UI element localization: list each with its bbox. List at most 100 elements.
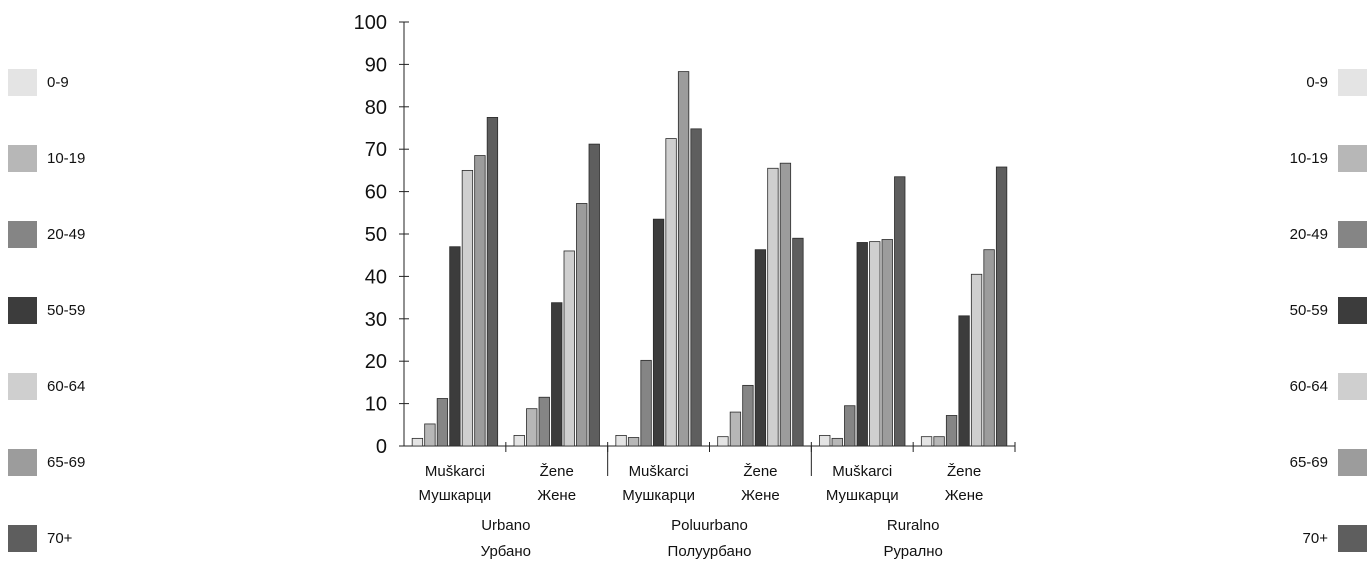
legend-item-60-64: 60-64	[1290, 372, 1367, 400]
legend-swatch	[1338, 448, 1367, 476]
category-label-cyrillic: Жене	[537, 487, 576, 504]
y-tick-label: 80	[365, 97, 387, 119]
legend-label: 70+	[47, 529, 73, 547]
legend-item-10-19: 10-19	[1290, 144, 1367, 172]
group-label: Poluurbano	[671, 517, 748, 534]
bar-0-9	[717, 436, 729, 447]
y-tick-label: 10	[365, 394, 387, 416]
category-label-cyrillic: Мушкарци	[622, 487, 695, 504]
legend-swatch	[8, 220, 37, 248]
bar-0-9	[513, 434, 525, 447]
bar-20-49	[742, 384, 754, 447]
bar-10-19	[729, 411, 742, 447]
bar-10-19	[831, 437, 843, 447]
y-tick-label: 90	[365, 54, 387, 76]
bar-60-64	[665, 138, 677, 447]
legend-swatch	[8, 524, 37, 552]
legend-label: 70+	[1302, 529, 1328, 547]
category-label: Muškarci	[832, 463, 892, 480]
legend-swatch	[1338, 372, 1367, 400]
bar-60-64	[869, 241, 881, 447]
group-label-cyrillic: Урбано	[481, 543, 531, 560]
bar-10-19	[424, 423, 436, 447]
y-tick-label: 30	[365, 309, 387, 331]
legend-item-65-69: 65-69	[8, 448, 85, 476]
category-label: Žene	[947, 463, 981, 480]
y-tick-label: 40	[365, 266, 387, 288]
bar-50-59	[652, 218, 665, 447]
legend-item-0-9: 0-9	[1306, 68, 1367, 96]
bar-65-69	[576, 203, 588, 447]
legend-swatch	[1338, 220, 1367, 248]
legend-item-50-59: 50-59	[8, 296, 85, 324]
bar-0-9	[819, 434, 831, 447]
bar-50-59	[551, 302, 563, 447]
bar-0-9	[411, 437, 424, 447]
bar-70+	[690, 128, 702, 447]
bar-0-9	[615, 434, 627, 447]
bar-60-64	[461, 169, 474, 447]
bar-50-59	[754, 249, 767, 447]
legend-item-70+: 70+	[8, 524, 72, 552]
legend-right: 0-9 10-19 20-49 50-59 60-64 65-69 70+	[1247, 0, 1367, 563]
legend-swatch	[8, 144, 37, 172]
legend-label: 50-59	[1289, 301, 1328, 319]
group-label-cyrillic: Полуурбано	[668, 543, 752, 560]
legend-item-10-19: 10-19	[8, 144, 85, 172]
bar-60-64	[767, 167, 779, 447]
bar-10-19	[627, 437, 640, 447]
bar-70+	[894, 176, 906, 447]
bar-65-69	[779, 162, 792, 447]
legend-swatch	[8, 296, 37, 324]
category-label: Muškarci	[425, 463, 485, 480]
legend-swatch	[1338, 68, 1367, 96]
group-label-cyrillic: Рурално	[883, 543, 942, 560]
legend-swatch	[8, 448, 37, 476]
legend-label: 50-59	[47, 301, 86, 319]
y-tick-label: 60	[365, 182, 387, 204]
bar-10-19	[933, 436, 945, 447]
category-label-cyrillic: Мушкарци	[826, 487, 899, 504]
legend-item-70+: 70+	[1303, 524, 1367, 552]
legend-swatch	[1338, 144, 1367, 172]
legend-label: 65-69	[47, 453, 86, 471]
bar-20-49	[844, 405, 856, 447]
legend-label: 20-49	[1289, 225, 1328, 243]
bar-20-49	[945, 415, 958, 447]
bar-65-69	[474, 155, 486, 447]
category-label: Muškarci	[629, 463, 689, 480]
legend-swatch	[1338, 296, 1367, 324]
bar-50-59	[856, 242, 868, 447]
bar-65-69	[983, 249, 995, 447]
group-label: Ruralno	[887, 517, 940, 534]
legend-item-0-9: 0-9	[8, 68, 69, 96]
legend-item-20-49: 20-49	[8, 220, 85, 248]
legend-item-50-59: 50-59	[1290, 296, 1367, 324]
bar-20-49	[538, 396, 550, 447]
bar-65-69	[677, 71, 690, 447]
legend-item-65-69: 65-69	[1290, 448, 1367, 476]
legend-swatch	[8, 372, 37, 400]
y-tick-label: 0	[376, 436, 387, 458]
bar-0-9	[920, 436, 933, 447]
category-label: Žene	[743, 463, 777, 480]
legend-label: 20-49	[47, 225, 86, 243]
bar-60-64	[563, 250, 575, 447]
y-tick-label: 20	[365, 351, 387, 373]
legend-left: 0-9 10-19 20-49 50-59 60-64 65-69 70+	[0, 0, 120, 563]
bar-20-49	[640, 359, 652, 447]
category-label-cyrillic: Жене	[945, 487, 984, 504]
legend-label: 0-9	[47, 73, 69, 91]
bar-65-69	[881, 239, 893, 447]
legend-label: 10-19	[47, 149, 86, 167]
legend-label: 65-69	[1289, 453, 1328, 471]
legend-swatch	[1338, 524, 1367, 552]
legend-label: 0-9	[1306, 73, 1328, 91]
legend-item-60-64: 60-64	[8, 372, 85, 400]
bar-60-64	[970, 273, 983, 447]
bar-10-19	[526, 408, 538, 447]
bar-70+	[486, 117, 499, 447]
legend-label: 60-64	[1289, 377, 1328, 395]
bar-70+	[995, 166, 1008, 447]
